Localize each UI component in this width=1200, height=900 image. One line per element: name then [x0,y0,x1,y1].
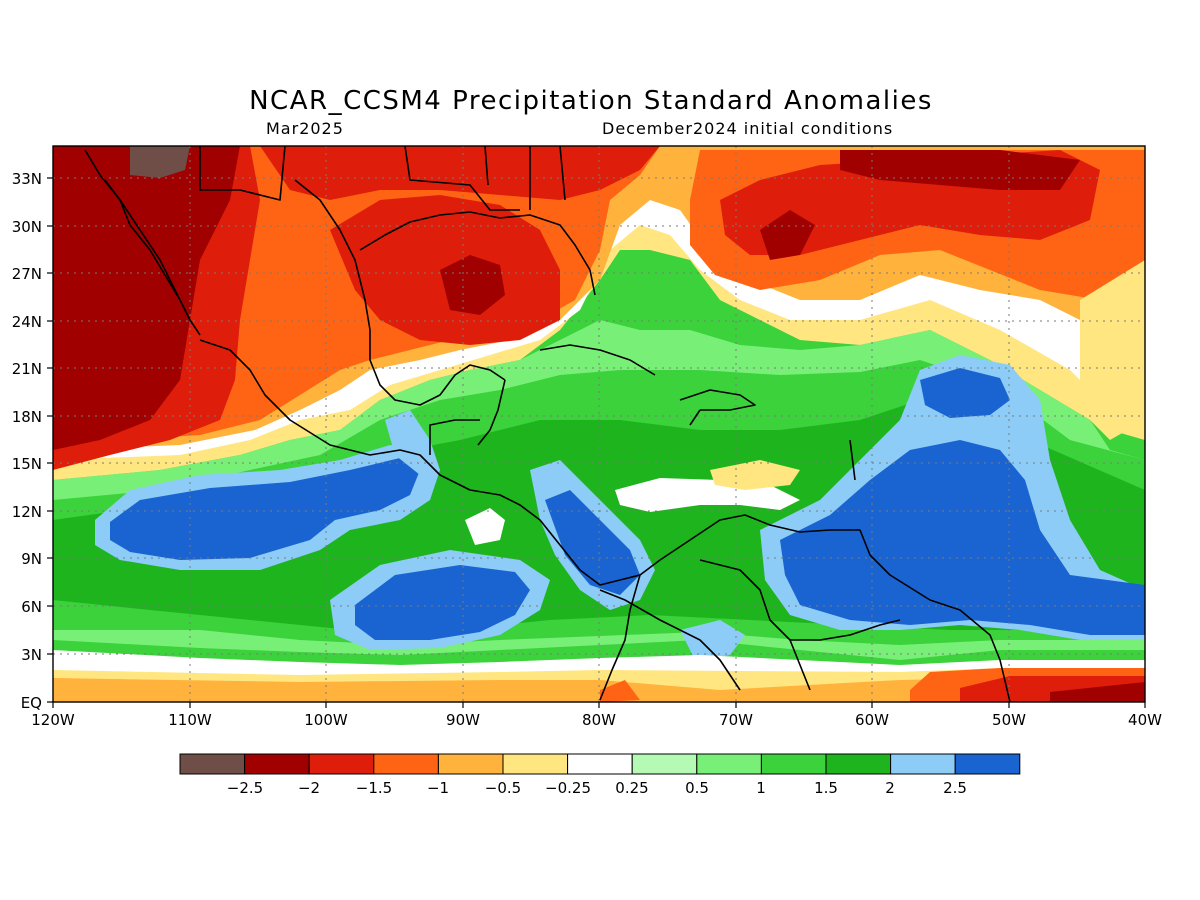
red-region-us [260,146,660,200]
lat-label: 18N [12,408,42,426]
lon-label: 120W [31,711,75,729]
lat-label: 33N [12,170,42,188]
lat-label: 30N [12,218,42,236]
colorbar-swatch [696,753,762,775]
axis-ticks [47,177,1146,708]
atlantic-blue [780,440,1145,635]
lon-label: 110W [168,711,212,729]
colorbar-label: 0.25 [615,779,648,797]
lon-label: 70W [719,711,753,729]
lat-label: 12N [12,503,42,521]
gulf-honduras-blue [385,410,440,475]
dark-red-gulf [440,255,505,315]
lon-label: 40W [1128,711,1162,729]
colorbar-labels: −2.5 −2 −1.5 −1 −0.5 −0.25 0.25 0.5 1 1.… [227,779,967,797]
colorbar-swatch [437,753,504,775]
colorbar-label: −2 [298,779,320,797]
lat-label: 9N [21,550,42,568]
colorbar-label: −2.5 [227,779,263,797]
colorbar-swatch [567,753,633,775]
forecast-month: Mar2025 [266,119,344,138]
caribbean-blue [545,490,640,595]
colorbar-label: −0.5 [485,779,521,797]
pacific-blue-2 [355,565,530,640]
grid-lines [53,146,1145,702]
lat-label: 24N [12,313,42,331]
lon-labels: 120W 110W 100W 90W 80W 70W 60W 50W 40W [31,711,1162,729]
colorbar-label: 2 [885,779,895,797]
lat-label: 27N [12,265,42,283]
lat-label: 15N [12,455,42,473]
lon-label: 50W [992,711,1026,729]
colorbar-label: 0.5 [685,779,709,797]
lon-label: 60W [855,711,889,729]
lon-label: 100W [304,711,348,729]
colorbar-label: −0.25 [545,779,591,797]
atlantic-dark-red [760,210,815,260]
colorbar-swatch [502,753,569,775]
lat-label: EQ [21,694,42,712]
lon-label: 90W [446,711,480,729]
brown-patch [130,146,190,178]
dark-red-mexico [53,146,240,450]
orinoco-lightblue [680,620,745,660]
honduras-white [465,508,505,545]
colorbar-swatch [631,753,698,775]
colorbar-swatch [890,753,956,775]
colorbar-swatch [373,753,439,775]
colorbar-swatch [954,753,1021,775]
colorbar-label: 1.5 [814,779,838,797]
colorbar-swatch [244,753,310,775]
lat-label: 3N [21,646,42,664]
lon-label: 80W [582,711,616,729]
lat-label: 6N [21,598,42,616]
colorbar-swatch [308,753,375,775]
pacific-blue [110,458,420,560]
colorbar-swatch [825,753,892,775]
atlantic-blue-north [920,368,1010,418]
colorbar-label: −1 [427,779,449,797]
lat-labels: 33N 30N 27N 24N 21N 18N 15N 12N 9N 6N 3N… [12,170,42,712]
initial-conditions: December2024 initial conditions [602,119,894,138]
colorbar-label: −1.5 [356,779,392,797]
east-atlantic-yellow [1080,260,1145,440]
lat-label: 21N [12,360,42,378]
atlantic-dark-red-2 [840,150,1080,190]
colorbar-swatch [179,753,246,775]
coastlines [84,146,1011,702]
colorbar-label: 1 [756,779,766,797]
south-orange-band [53,675,1145,702]
ecuador-orange [600,680,640,702]
venezuela-yellow [710,460,800,490]
colorbar [179,753,1021,775]
colorbar-swatch [760,753,827,775]
brazil-dark-red [1050,682,1145,702]
colorbar-label: 2.5 [943,779,967,797]
map-title: NCAR_CCSM4 Precipitation Standard Anomal… [249,86,933,116]
anomaly-field [53,146,1145,702]
